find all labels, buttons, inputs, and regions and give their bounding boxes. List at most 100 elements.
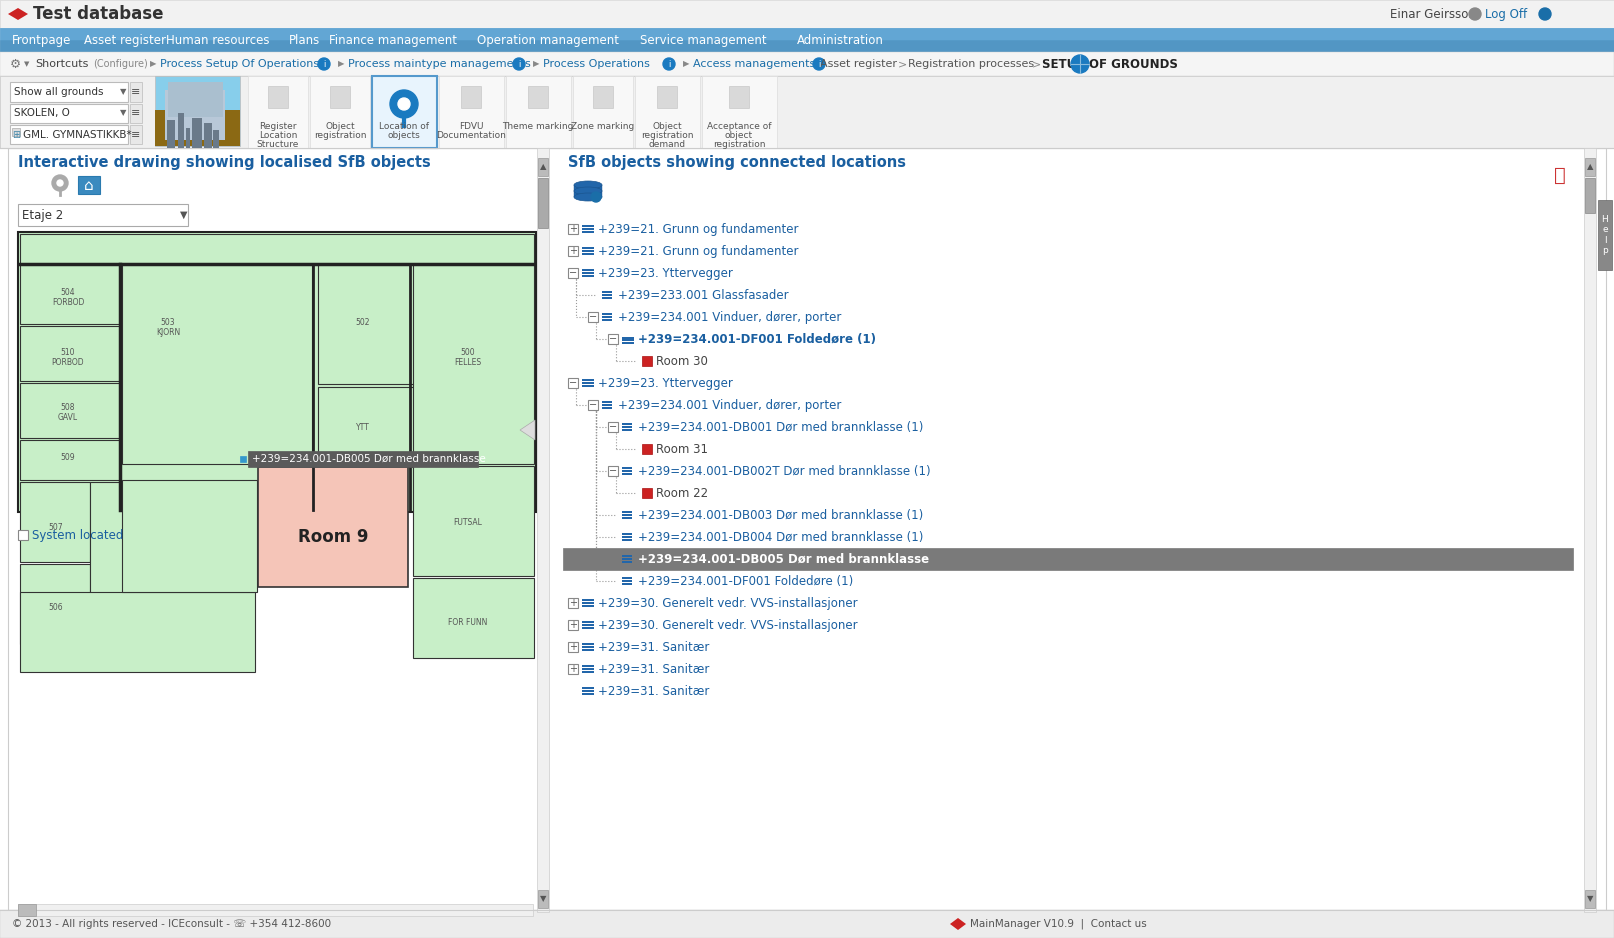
Bar <box>587 400 599 410</box>
Text: registration: registration <box>313 130 366 140</box>
Text: +239=234.001-DB001 Dør med brannklasse (1): +239=234.001-DB001 Dør med brannklasse (… <box>638 420 923 433</box>
Bar <box>10 104 128 123</box>
Bar <box>249 451 478 467</box>
Text: 🗑: 🗑 <box>1554 165 1566 185</box>
Text: ▼: ▼ <box>1587 895 1593 903</box>
Text: +239=233.001 Glassfasader: +239=233.001 Glassfasader <box>618 289 789 301</box>
Text: objects: objects <box>387 130 420 140</box>
Bar <box>0 52 1614 76</box>
Bar <box>537 148 549 912</box>
Bar <box>213 130 220 148</box>
Bar <box>583 225 594 227</box>
Text: Etaje 2: Etaje 2 <box>23 208 63 221</box>
Bar <box>583 693 594 695</box>
Bar <box>621 514 633 516</box>
Text: SfB objects showing connected locations: SfB objects showing connected locations <box>568 155 905 170</box>
Bar <box>587 312 599 322</box>
Text: ⚙: ⚙ <box>10 57 21 70</box>
Text: Interactive drawing showing localised SfB objects: Interactive drawing showing localised Sf… <box>18 155 431 170</box>
Bar <box>528 86 549 108</box>
Text: ⊞: ⊞ <box>11 130 19 140</box>
Bar <box>8 148 1606 910</box>
Text: 510: 510 <box>61 347 76 356</box>
Text: Zone marking: Zone marking <box>571 122 634 130</box>
Text: ▶: ▶ <box>337 59 344 68</box>
Text: Theme marking: Theme marking <box>502 122 573 130</box>
Bar <box>166 120 174 148</box>
Text: ▼: ▼ <box>181 210 187 220</box>
Bar <box>583 379 594 381</box>
Text: 502: 502 <box>355 317 370 326</box>
Bar <box>413 264 534 464</box>
Text: +: + <box>570 224 576 234</box>
Bar <box>608 334 618 344</box>
Bar <box>583 668 594 670</box>
Text: FOR FUNN: FOR FUNN <box>449 617 487 627</box>
Bar <box>602 401 612 403</box>
Bar <box>642 356 652 366</box>
Bar <box>329 86 350 108</box>
Bar <box>10 125 128 144</box>
Bar <box>602 316 612 318</box>
Bar <box>0 910 1614 938</box>
Bar <box>1585 158 1595 176</box>
Circle shape <box>56 180 63 186</box>
Bar <box>583 605 594 607</box>
Circle shape <box>52 175 68 191</box>
Text: Process Operations: Process Operations <box>542 59 650 69</box>
Bar <box>318 264 437 384</box>
Text: Object: Object <box>652 122 681 130</box>
Text: ▼: ▼ <box>24 61 29 67</box>
Bar <box>165 90 224 140</box>
Text: Shortcuts: Shortcuts <box>36 59 89 69</box>
Text: Acceptance of: Acceptance of <box>707 122 771 130</box>
Bar <box>19 326 119 381</box>
Text: ≡: ≡ <box>131 87 140 97</box>
Bar <box>568 598 578 608</box>
Text: Room 22: Room 22 <box>655 487 709 500</box>
Text: ▼: ▼ <box>119 87 126 97</box>
Bar <box>155 76 240 146</box>
Text: Operation management: Operation management <box>478 34 620 47</box>
Bar <box>583 272 594 274</box>
Bar <box>602 294 612 296</box>
Bar <box>568 620 578 630</box>
Bar <box>19 564 90 644</box>
Text: 508: 508 <box>61 402 76 412</box>
Text: System located: System located <box>32 528 123 541</box>
Bar <box>621 558 633 560</box>
Text: ▲: ▲ <box>1587 162 1593 172</box>
Text: Service management: Service management <box>641 34 767 47</box>
Text: +: + <box>570 246 576 256</box>
Text: Room 30: Room 30 <box>655 355 709 368</box>
Text: Access managements: Access managements <box>692 59 815 69</box>
Bar <box>568 378 578 388</box>
Text: +239=21. Grunn og fundamenter: +239=21. Grunn og fundamenter <box>599 222 799 235</box>
Text: SETUP OF GROUNDS: SETUP OF GROUNDS <box>1043 57 1178 70</box>
Ellipse shape <box>575 193 602 201</box>
Bar <box>642 488 652 498</box>
Text: +239=234.001 Vinduer, dører, porter: +239=234.001 Vinduer, dører, porter <box>618 310 841 324</box>
Circle shape <box>1469 8 1482 20</box>
Bar <box>131 104 142 123</box>
Text: ⌂: ⌂ <box>84 177 94 192</box>
Bar <box>0 148 1614 910</box>
Bar <box>203 123 211 148</box>
Bar <box>621 555 633 557</box>
Bar <box>19 482 90 562</box>
Text: FDVU: FDVU <box>458 122 483 130</box>
Text: +239=234.001-DB005 Dør med brannklasse: +239=234.001-DB005 Dør med brannklasse <box>638 552 930 566</box>
Bar <box>10 82 128 102</box>
Polygon shape <box>951 918 967 930</box>
Text: +239=30. Generelt vedr. VVS-installasjoner: +239=30. Generelt vedr. VVS-installasjon… <box>599 618 857 631</box>
Bar <box>11 128 19 136</box>
Text: SKOLEN, O: SKOLEN, O <box>15 108 69 118</box>
Bar <box>249 76 308 148</box>
Text: +239=31. Sanitær: +239=31. Sanitær <box>599 685 710 698</box>
Text: GML. GYMNASTIKKB*: GML. GYMNASTIKKB* <box>23 130 132 140</box>
Bar <box>583 671 594 673</box>
Text: +239=234.001-DF001 Foldedøre (1): +239=234.001-DF001 Foldedøre (1) <box>638 332 876 345</box>
Text: +239=30. Generelt vedr. VVS-installasjoner: +239=30. Generelt vedr. VVS-installasjon… <box>599 597 857 610</box>
Text: demand: demand <box>649 140 686 148</box>
Bar <box>0 28 1614 52</box>
